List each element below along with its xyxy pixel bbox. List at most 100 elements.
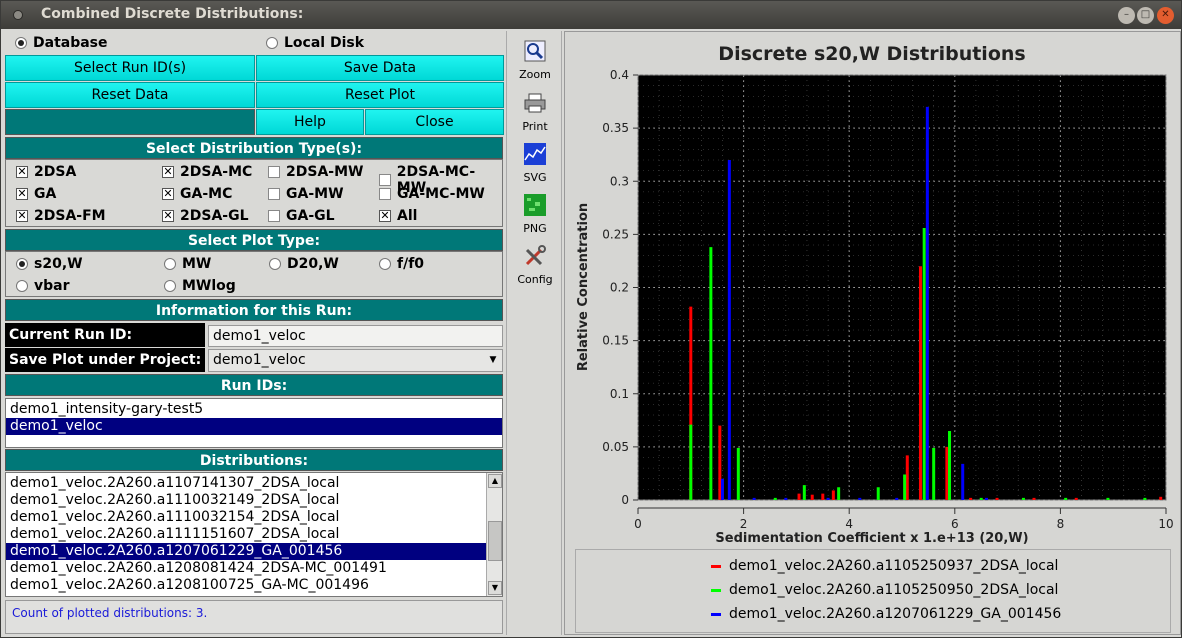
checkbox-2dsa-mc-mw[interactable]: 2DSA-MC-MW [379, 164, 502, 196]
checkbox-ga-mc-mw[interactable]: GA-MC-MW [379, 186, 485, 202]
y-tick-label: 0.25 [602, 227, 629, 241]
checkbox-2dsa-mc[interactable]: ✕ 2DSA-MC [162, 164, 252, 180]
legend-label: demo1_veloc.2A260.a1207061229_GA_001456 [729, 606, 1062, 622]
save-data-button[interactable]: Save Data [256, 55, 504, 81]
radio-off-icon [164, 258, 176, 270]
reset-data-button[interactable]: Reset Data [5, 82, 255, 108]
checkbox-2dsa[interactable]: ✕ 2DSA [16, 164, 76, 180]
reset-plot-button[interactable]: Reset Plot [256, 82, 504, 108]
help-button[interactable]: Help [256, 109, 364, 135]
maximize-button[interactable]: □ [1137, 7, 1154, 24]
svg-tool[interactable]: SVG [507, 142, 563, 184]
list-item[interactable]: demo1_intensity-gary-test5 [10, 401, 204, 417]
distributions-list[interactable]: demo1_veloc.2A260.a1107141307_2DSA_local… [5, 472, 503, 597]
png-tool[interactable]: PNG [507, 193, 563, 235]
database-radio[interactable]: Database [15, 32, 108, 54]
y-tick-label: 0.05 [602, 440, 629, 454]
y-tick-label: 0.2 [610, 281, 629, 295]
checkbox-2dsa-gl[interactable]: ✕ 2DSA-GL [162, 208, 249, 224]
check-icon: ✕ [16, 165, 28, 178]
radio-ff0[interactable]: f/f0 [379, 253, 424, 275]
check-icon: ✕ [162, 187, 174, 200]
radio-s20w[interactable]: s20,W [16, 253, 83, 275]
current-run-field[interactable]: demo1_veloc [208, 325, 503, 347]
current-run-label: Current Run ID: [5, 323, 205, 347]
project-select[interactable]: demo1_veloc ▼ [208, 349, 503, 372]
checkbox-ga-mw[interactable]: GA-MW [268, 186, 344, 202]
radio-mw[interactable]: MW [164, 253, 211, 275]
y-tick-label: 0.3 [610, 174, 629, 188]
dropdown-arrow-icon[interactable]: ▼ [489, 355, 497, 365]
checkbox-all[interactable]: ✕ All [379, 208, 417, 224]
radio-label: f/f0 [397, 256, 425, 272]
legend-label: demo1_veloc.2A260.a1105250937_2DSA_local [729, 558, 1059, 574]
checkbox-label: 2DSA-MW [286, 164, 364, 180]
scroll-up-icon[interactable]: ▲ [488, 474, 502, 488]
unchecked-icon [268, 188, 280, 200]
minimize-button[interactable]: – [1118, 7, 1135, 24]
close-window-button[interactable]: ✕ [1157, 7, 1174, 24]
run-ids-header: Run IDs: [5, 374, 503, 396]
close-button[interactable]: Close [365, 109, 504, 135]
bars-layer [689, 106, 1163, 500]
radio-on-icon [15, 37, 27, 49]
distribution-chart[interactable]: Discrete s20,W Distributions 0 0.05 0.1 0.1… [565, 32, 1180, 544]
config-icon [525, 245, 546, 266]
radio-label: s20,W [34, 256, 83, 272]
window-title: Combined Discrete Distributions: [41, 6, 304, 22]
list-item[interactable]: demo1_veloc.2A260.a1111151607_2DSA_local [10, 526, 340, 542]
checkbox-2dsa-fm[interactable]: ✕ 2DSA-FM [16, 208, 106, 224]
plot-canvas [637, 74, 1167, 501]
radio-off-icon [269, 258, 281, 270]
run-ids-list[interactable]: demo1_intensity-gary-test5 demo1_veloc [5, 398, 503, 448]
unchecked-icon [268, 210, 280, 222]
select-run-button[interactable]: Select Run ID(s) [5, 55, 255, 81]
scroll-down-icon[interactable]: ▼ [488, 581, 502, 595]
chart-title: Discrete s20,W Distributions [718, 43, 1025, 65]
radio-label: vbar [34, 278, 70, 294]
plot-type-header: Select Plot Type: [5, 229, 503, 251]
print-label: Print [522, 120, 548, 133]
checkbox-ga-mc[interactable]: ✕ GA-MC [162, 186, 232, 202]
radio-d20w[interactable]: D20,W [269, 253, 339, 275]
scroll-thumb[interactable] [488, 521, 502, 561]
radio-vbar[interactable]: vbar [16, 275, 70, 297]
control-panel: Database Local Disk Select Run ID(s) Sav… [3, 31, 505, 635]
list-item[interactable]: demo1_veloc.2A260.a1110032154_2DSA_local [10, 509, 340, 525]
legend-entry: demo1_veloc.2A260.a1105250950_2DSA_local [711, 582, 1058, 598]
list-item[interactable]: demo1_veloc.2A260.a1110032149_2DSA_local [10, 492, 340, 508]
chart-legend: demo1_veloc.2A260.a1105250937_2DSA_local… [575, 549, 1171, 633]
checkbox-ga-gl[interactable]: GA-GL [268, 208, 335, 224]
list-item[interactable]: demo1_veloc [6, 418, 502, 435]
checkbox-label: GA-MC-MW [397, 186, 485, 202]
print-tool[interactable]: Print [507, 91, 563, 133]
check-icon: ✕ [379, 209, 391, 222]
local-disk-label: Local Disk [284, 35, 365, 51]
checkbox-ga[interactable]: ✕ GA [16, 186, 56, 202]
png-export-icon [524, 194, 546, 216]
radio-on-icon [16, 258, 28, 270]
legend-entry: demo1_veloc.2A260.a1207061229_GA_001456 [711, 606, 1061, 622]
vertical-scrollbar[interactable]: ▲ ▼ [486, 473, 502, 596]
config-tool[interactable]: Config [507, 244, 563, 286]
legend-swatch [711, 588, 721, 592]
local-disk-radio[interactable]: Local Disk [266, 32, 364, 54]
x-tick-label: 0 [634, 517, 642, 531]
status-text: Count of plotted distributions: 3. [5, 600, 503, 634]
list-item[interactable]: demo1_veloc.2A260.a1107141307_2DSA_local [10, 475, 340, 491]
plot-type-panel: s20,W MW D20,W f/f0 vbar MWlog [5, 251, 503, 297]
check-icon: ✕ [16, 187, 28, 200]
zoom-tool[interactable]: Zoom [507, 39, 563, 81]
legend-label: demo1_veloc.2A260.a1105250950_2DSA_local [729, 582, 1059, 598]
config-label: Config [517, 273, 553, 286]
list-item[interactable]: demo1_veloc.2A260.a1208100725_GA-MC_0014… [10, 577, 369, 593]
y-tick-label: 0.15 [602, 334, 629, 348]
list-item[interactable]: demo1_veloc.2A260.a1207061229_GA_001456 [6, 543, 502, 560]
list-item[interactable]: demo1_veloc.2A260.a1208081424_2DSA-MC_00… [10, 560, 387, 576]
checkbox-label: GA-GL [286, 208, 335, 224]
radio-label: MWlog [182, 278, 236, 294]
radio-mwlog[interactable]: MWlog [164, 275, 236, 297]
checkbox-2dsa-mw[interactable]: 2DSA-MW [268, 164, 363, 180]
window-menu-icon[interactable] [13, 10, 23, 20]
